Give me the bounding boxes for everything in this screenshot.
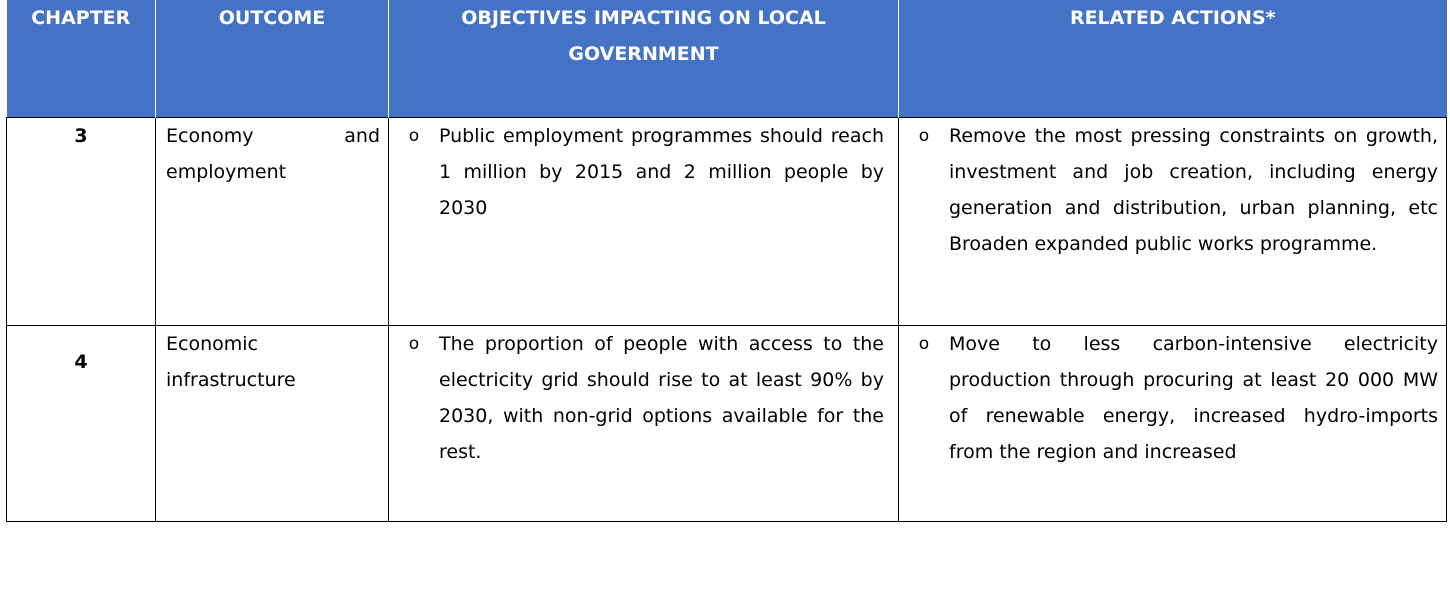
action-list-item: o Remove the most pressing constraints o… (899, 118, 1446, 262)
local-government-objectives-table: CHAPTER OUTCOME OBJECTIVES IMPACTING ON … (6, 0, 1447, 522)
bullet-circle-icon: o (918, 333, 930, 354)
header-chapter: CHAPTER (6, 0, 156, 117)
table-row: 3 Economy and employment o Public employ… (6, 116, 1447, 326)
chapter-cell: 3 (6, 116, 156, 326)
bullet-circle-icon: o (408, 333, 420, 354)
objective-list-item: o The proportion of people with access t… (389, 326, 898, 470)
table-header: CHAPTER OUTCOME OBJECTIVES IMPACTING ON … (6, 0, 1447, 117)
chapter-number: 3 (74, 124, 88, 147)
chapter-cell: 4 (6, 324, 156, 522)
outcome-cell: Economy and employment (155, 116, 389, 326)
bullet-circle-icon: o (408, 125, 420, 146)
action-cell: o Remove the most pressing constraints o… (898, 116, 1447, 326)
objective-text: Public employment programmes should reac… (439, 124, 884, 219)
objective-cell: o Public employment programmes should re… (388, 116, 899, 326)
action-list-item: o Move to less carbon-intensive electric… (899, 326, 1446, 470)
header-row: CHAPTER OUTCOME OBJECTIVES IMPACTING ON … (6, 0, 1447, 117)
header-related-actions: RELATED ACTIONS* (898, 0, 1447, 117)
bullet-circle-icon: o (918, 125, 930, 146)
objective-list-item: o Public employment programmes should re… (389, 118, 898, 226)
table-body: 3 Economy and employment o Public employ… (6, 116, 1447, 522)
action-text: Remove the most pressing constraints on … (949, 124, 1438, 255)
objective-cell: o The proportion of people with access t… (388, 324, 899, 522)
table-row: 4 Economic infrastructure o The proporti… (6, 324, 1447, 522)
header-outcome: OUTCOME (155, 0, 389, 117)
action-cell: o Move to less carbon-intensive electric… (898, 324, 1447, 522)
objective-text: The proportion of people with access to … (439, 332, 884, 463)
outcome-cell: Economic infrastructure (155, 324, 389, 522)
header-objectives: OBJECTIVES IMPACTING ON LOCAL GOVERNMENT (388, 0, 899, 117)
chapter-number: 4 (74, 350, 88, 373)
action-text: Move to less carbon-intensive electricit… (949, 332, 1438, 463)
